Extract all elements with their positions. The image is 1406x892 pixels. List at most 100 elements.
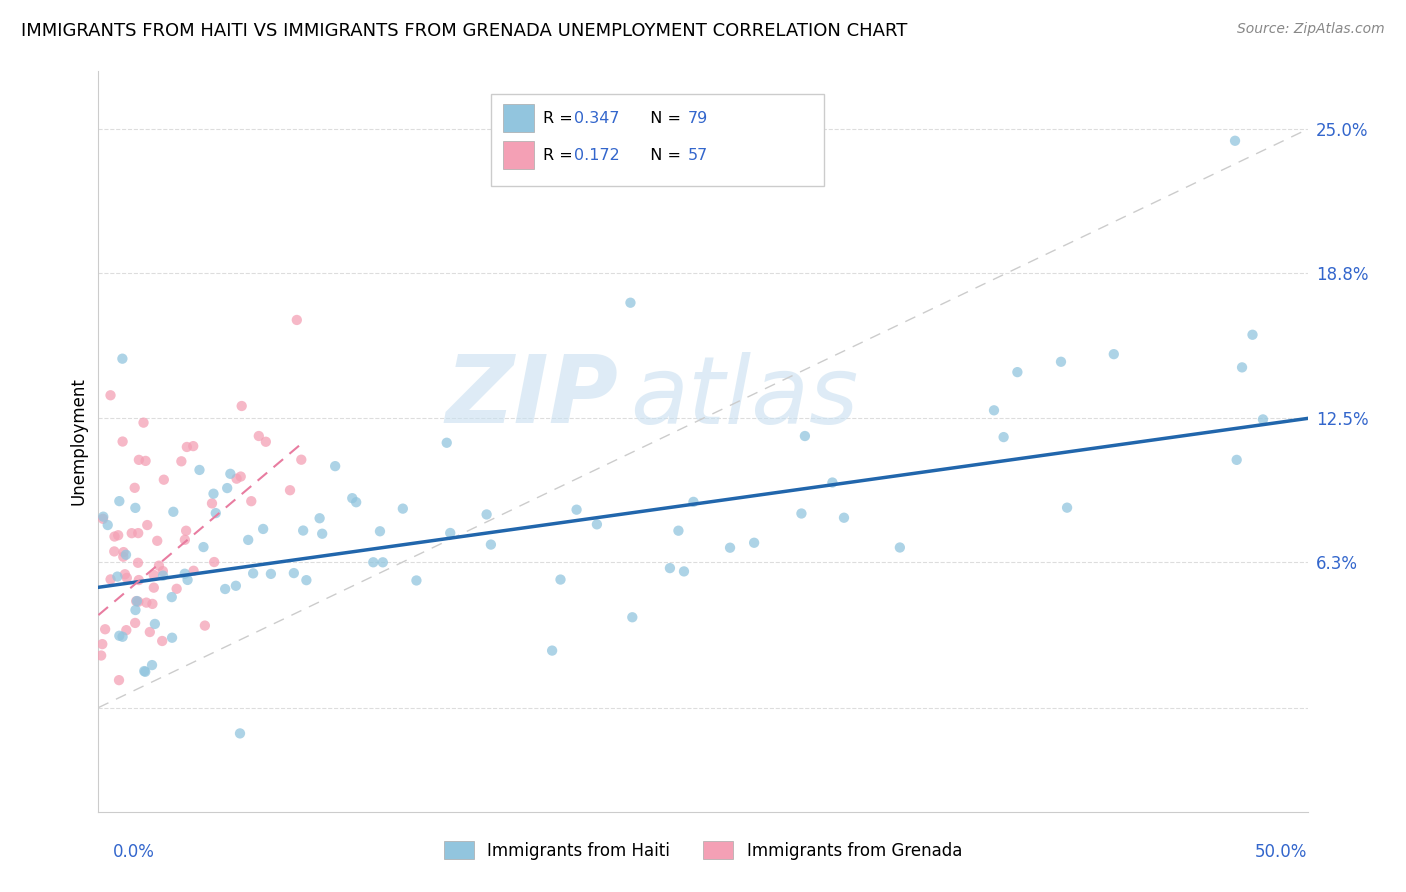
Point (142, 581, 165, 595)
Point (153, 473, 176, 487)
Point (143, 616, 166, 631)
FancyBboxPatch shape (492, 94, 824, 186)
Point (94, 622, 117, 636)
Point (91, 509, 114, 524)
Point (115, 623, 138, 637)
Point (479, 538, 502, 552)
Point (115, 548, 138, 562)
Point (103, 544, 125, 558)
Point (173, 566, 195, 581)
Point (127, 526, 149, 541)
Point (152, 568, 174, 582)
Point (132, 416, 155, 430)
Point (124, 615, 146, 630)
Point (308, 511, 330, 525)
Point (91, 637, 114, 651)
Point (135, 454, 157, 468)
Point (1056, 500, 1078, 515)
Point (124, 500, 146, 515)
Point (225, 579, 247, 593)
Text: 0.0%: 0.0% (112, 843, 155, 861)
Point (134, 664, 156, 678)
Point (993, 430, 1015, 444)
Point (658, 561, 681, 575)
Point (141, 597, 163, 611)
Point (103, 529, 125, 543)
Point (229, 726, 252, 740)
Point (285, 313, 308, 327)
Point (91, 512, 114, 526)
Point (311, 526, 333, 541)
Point (371, 555, 394, 569)
Point (115, 571, 138, 585)
Point (114, 567, 136, 582)
Point (139, 625, 162, 640)
Point (240, 494, 263, 508)
Legend: Immigrants from Haiti, Immigrants from Grenada: Immigrants from Haiti, Immigrants from G… (437, 835, 969, 866)
Point (278, 483, 301, 498)
Point (166, 582, 188, 596)
Text: N =: N = (640, 111, 686, 126)
Point (214, 582, 236, 596)
Point (342, 491, 364, 505)
Point (405, 574, 427, 588)
Point (194, 618, 217, 632)
Point (1226, 453, 1249, 467)
Point (682, 495, 704, 509)
Point (1050, 355, 1073, 369)
Point (439, 526, 461, 541)
Point (295, 573, 318, 587)
Point (231, 399, 253, 413)
Point (170, 454, 193, 468)
Point (141, 658, 163, 673)
Text: N =: N = (640, 147, 686, 162)
Point (1241, 327, 1264, 342)
Point (176, 573, 198, 587)
Point (193, 540, 215, 554)
Point (718, 541, 741, 555)
Point (292, 524, 315, 538)
Point (202, 486, 225, 500)
Point (361, 555, 384, 569)
Point (1251, 412, 1274, 426)
Point (790, 507, 813, 521)
Point (183, 564, 205, 578)
Point (181, 439, 204, 453)
Text: R =: R = (543, 111, 578, 126)
Point (105, 569, 128, 583)
Point (100, 573, 122, 587)
Text: 79: 79 (688, 111, 707, 126)
Text: 57: 57 (688, 147, 707, 162)
Point (112, 545, 135, 559)
Bar (503, 141, 534, 169)
Point (247, 429, 270, 443)
Point (793, 429, 815, 443)
Point (252, 522, 274, 536)
Point (1223, 134, 1246, 148)
Point (100, 388, 122, 402)
Text: Source: ZipAtlas.com: Source: ZipAtlas.com (1237, 22, 1385, 37)
Text: 0.347: 0.347 (574, 111, 619, 126)
Point (889, 541, 911, 555)
Text: 0.172: 0.172 (574, 147, 620, 162)
Point (283, 566, 305, 580)
Point (112, 549, 135, 564)
Point (135, 596, 157, 610)
Point (1230, 360, 1253, 375)
Point (97, 518, 120, 533)
Point (204, 506, 226, 520)
Point (125, 594, 148, 608)
Point (146, 533, 169, 548)
Text: atlas: atlas (630, 351, 859, 442)
Point (475, 508, 498, 522)
Point (821, 475, 844, 490)
Point (108, 629, 131, 643)
Point (160, 590, 183, 604)
Text: ZIP: ZIP (446, 351, 619, 443)
Point (124, 481, 146, 495)
Point (202, 555, 225, 569)
Point (1102, 347, 1125, 361)
Point (176, 440, 198, 454)
Point (290, 452, 312, 467)
Point (107, 528, 129, 542)
